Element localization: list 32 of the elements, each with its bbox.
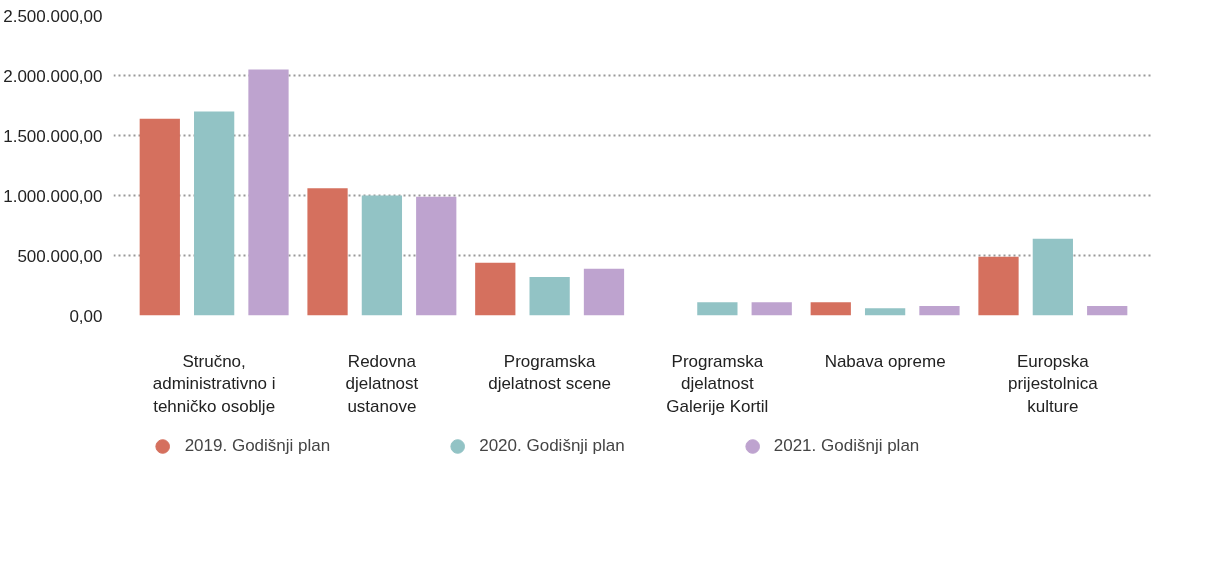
x-tick-label: Nabava opreme <box>824 351 946 371</box>
x-tick-label: Redovna djelatnost ustanove <box>345 351 419 417</box>
y-tick-label: 2.000.000,00 <box>3 66 103 86</box>
bar <box>139 118 180 316</box>
x-tick-label: Programska djelatnost scene <box>488 351 612 394</box>
x-tick-label: Programska djelatnost Galerije Kortil <box>666 351 769 417</box>
bar <box>864 308 906 316</box>
bar <box>194 111 235 316</box>
bar <box>919 305 960 316</box>
legend-label: 2019. Godišnji plan <box>184 436 331 456</box>
y-tick-label: 0,00 <box>69 306 103 326</box>
y-tick-label: 1.000.000,00 <box>3 186 103 206</box>
y-tick-label: 500.000,00 <box>17 246 103 266</box>
bar <box>583 268 625 316</box>
bar <box>529 277 570 316</box>
bar <box>751 302 792 316</box>
x-tick-label: Europska prijestolnica kulture <box>1007 351 1099 417</box>
bar <box>307 188 348 316</box>
y-tick-label: 1.500.000,00 <box>3 126 103 146</box>
legend-label: 2020. Godišnji plan <box>479 436 625 456</box>
bar <box>810 302 851 316</box>
bar <box>416 196 457 316</box>
bar <box>697 302 738 316</box>
bar <box>1087 305 1128 316</box>
bar <box>978 256 1019 316</box>
y-tick-label: 2.500.000,00 <box>3 6 103 26</box>
bar <box>248 69 289 316</box>
bar <box>361 195 403 316</box>
legend-label: 2021. Godišnji plan <box>773 436 920 456</box>
bar <box>475 262 516 316</box>
x-tick-label: Stručno, administrativno i tehničko osoblje <box>152 351 276 417</box>
bar <box>1032 238 1073 316</box>
